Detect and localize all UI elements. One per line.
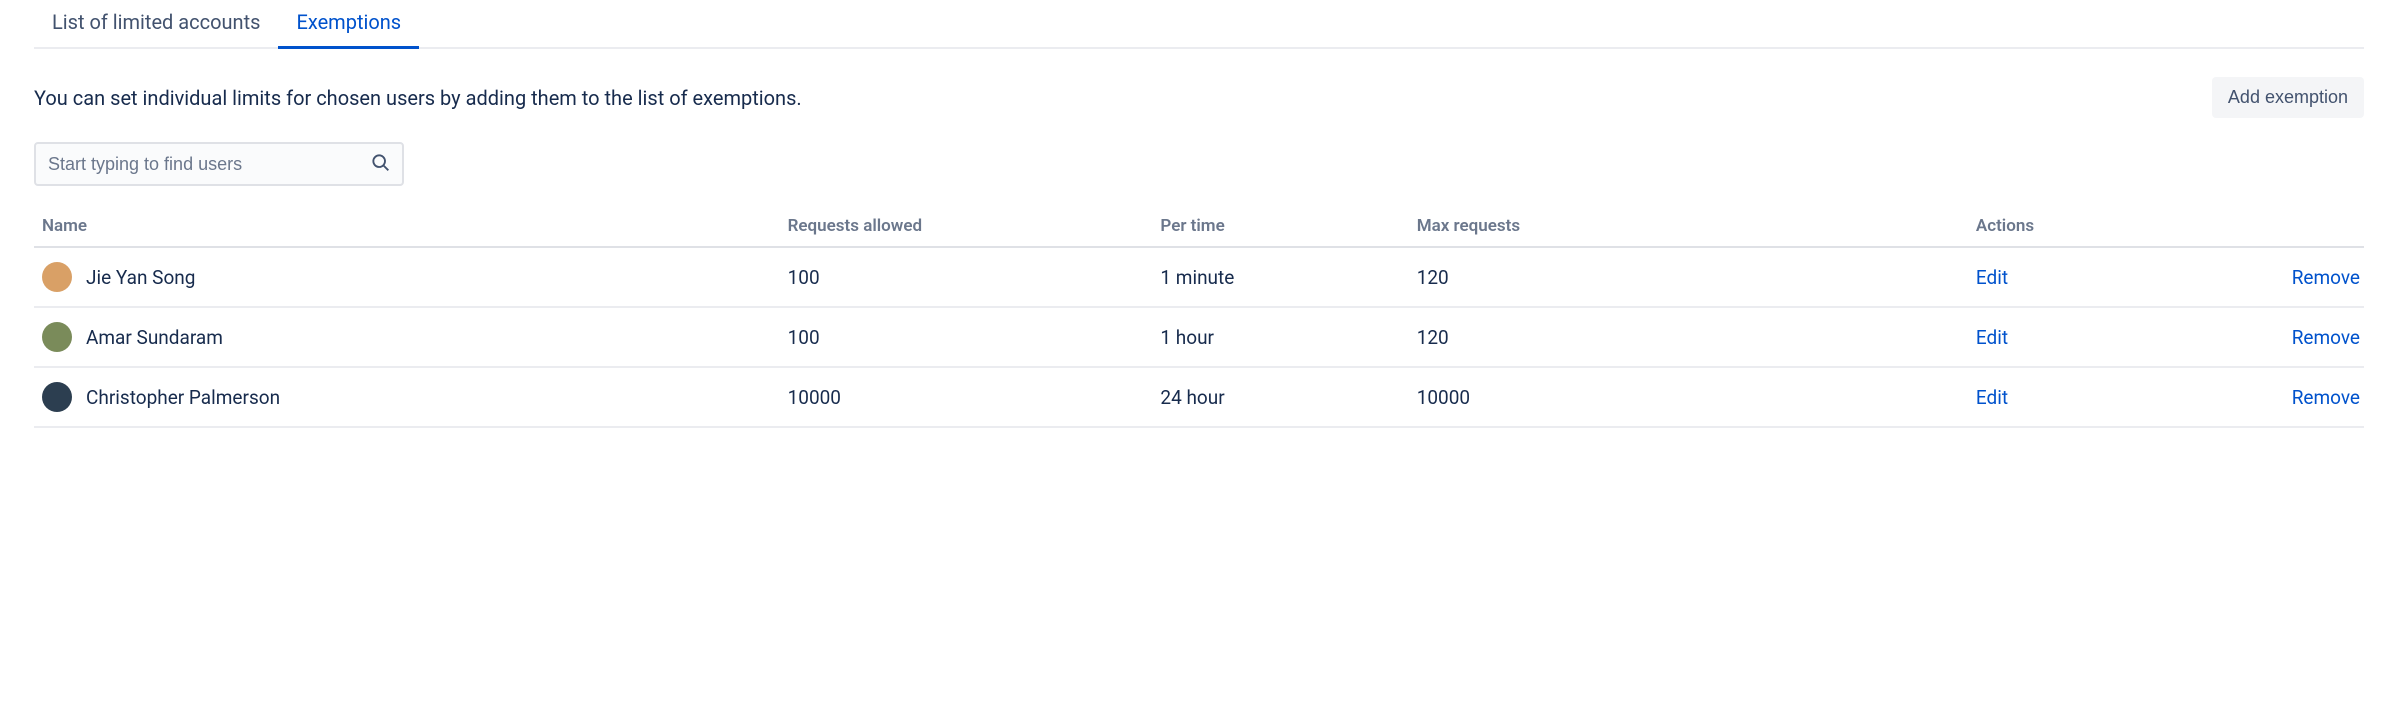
header-row: You can set individual limits for chosen… [34,77,2364,118]
edit-link[interactable]: Edit [1976,386,2008,409]
requests-allowed-value: 100 [780,307,1153,367]
tabs-bar: List of limited accounts Exemptions [34,0,2364,49]
avatar [42,322,72,352]
user-name: Jie Yan Song [86,266,195,289]
remove-link[interactable]: Remove [2292,266,2360,289]
col-header-max-requests: Max requests [1409,206,1968,247]
table-header-row: Name Requests allowed Per time Max reque… [34,206,2364,247]
add-exemption-button[interactable]: Add exemption [2212,77,2364,118]
search-field-wrapper[interactable] [34,142,404,186]
col-header-blank [2108,206,2364,247]
edit-link[interactable]: Edit [1976,326,2008,349]
remove-link[interactable]: Remove [2292,386,2360,409]
requests-allowed-value: 100 [780,247,1153,307]
per-time-value: 24 hour [1152,367,1408,427]
max-requests-value: 10000 [1409,367,1968,427]
avatar [42,382,72,412]
exemptions-table: Name Requests allowed Per time Max reque… [34,206,2364,428]
per-time-value: 1 minute [1152,247,1408,307]
edit-link[interactable]: Edit [1976,266,2008,289]
search-icon [370,152,390,176]
col-header-requests-allowed: Requests allowed [780,206,1153,247]
tab-exemptions[interactable]: Exemptions [278,2,419,49]
add-exemption-label: Add exemption [2228,87,2348,107]
user-name: Christopher Palmerson [86,386,280,409]
requests-allowed-value: 10000 [780,367,1153,427]
max-requests-value: 120 [1409,307,1968,367]
page-description: You can set individual limits for chosen… [34,86,802,110]
col-header-per-time: Per time [1152,206,1408,247]
table-row: Amar Sundaram 1001 hour120 Edit Remove [34,307,2364,367]
tab-label: Exemptions [296,10,401,34]
tab-label: List of limited accounts [52,10,260,34]
per-time-value: 1 hour [1152,307,1408,367]
remove-link[interactable]: Remove [2292,326,2360,349]
user-name: Amar Sundaram [86,326,223,349]
max-requests-value: 120 [1409,247,1968,307]
col-header-actions: Actions [1968,206,2108,247]
table-row: Christopher Palmerson 1000024 hour10000 Ed… [34,367,2364,427]
tab-list-of-limited-accounts[interactable]: List of limited accounts [34,2,278,49]
table-row: Jie Yan Song 1001 minute120 Edit Remove [34,247,2364,307]
col-header-name: Name [34,206,780,247]
avatar [42,262,72,292]
search-input[interactable] [48,154,370,175]
